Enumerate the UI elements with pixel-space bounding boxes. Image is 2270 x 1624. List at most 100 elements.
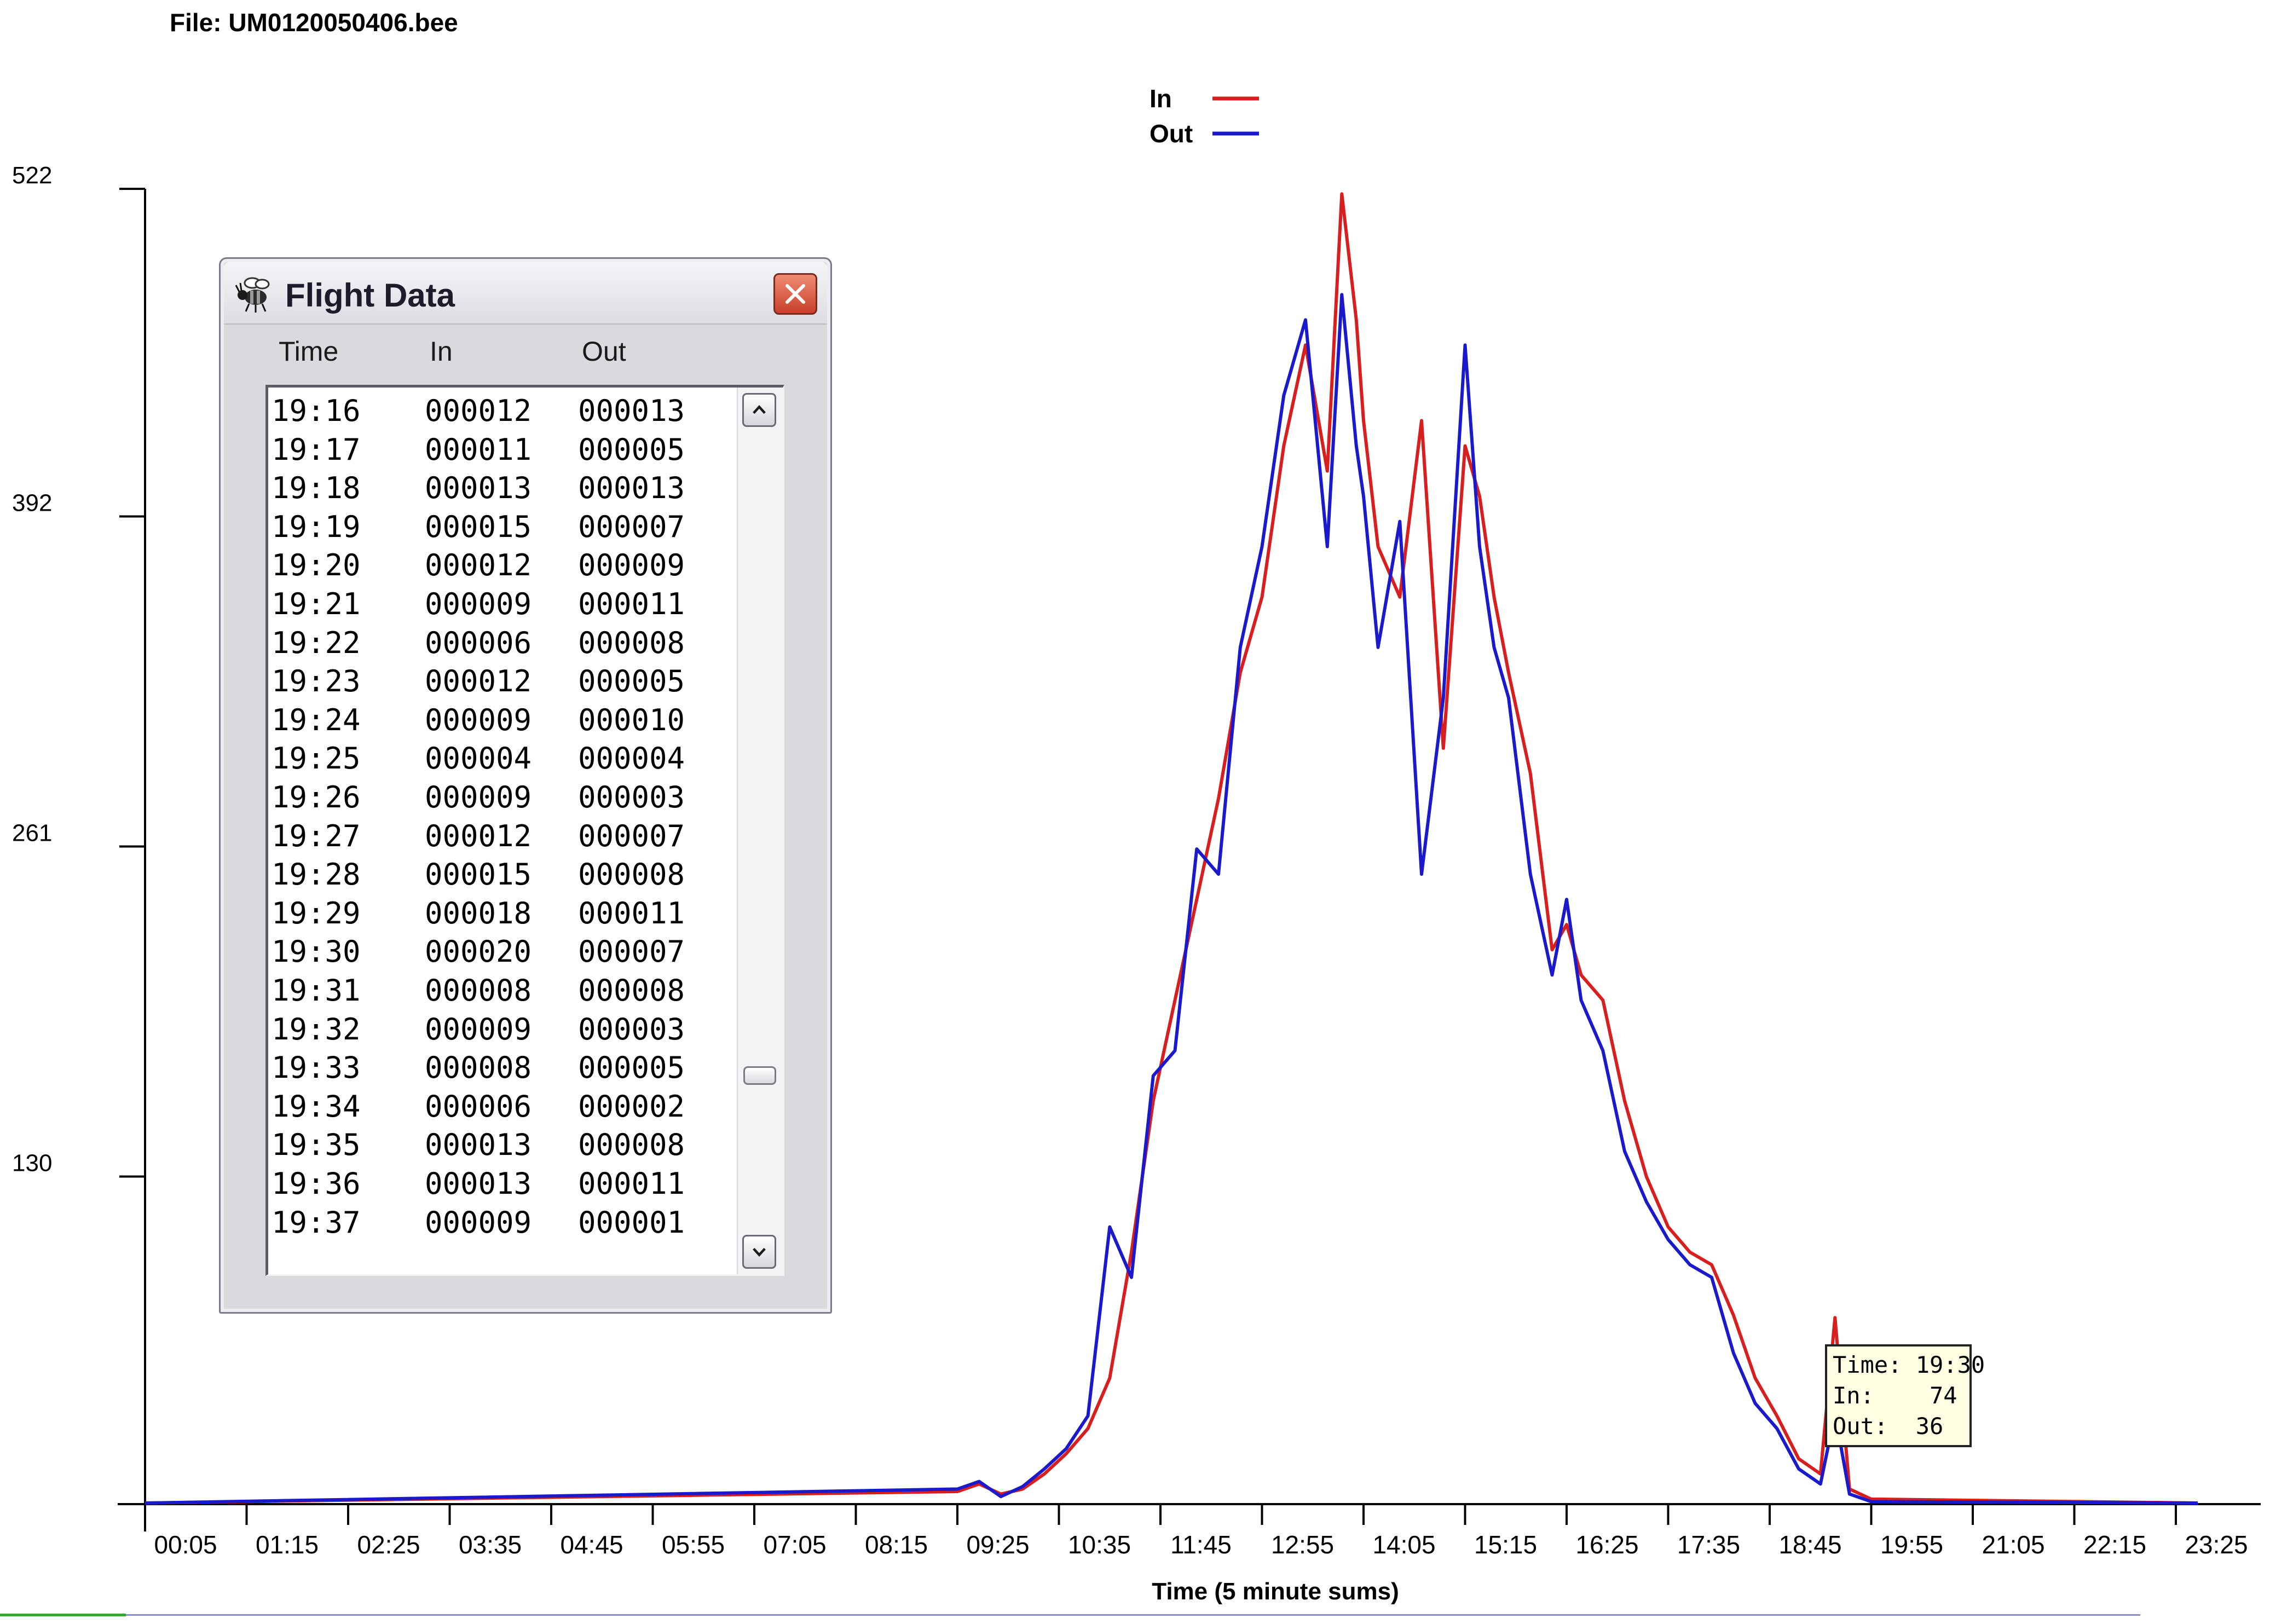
cell-out: 000001 [578, 1205, 685, 1240]
cell-in: 000009 [425, 587, 532, 621]
table-row[interactable]: 19:22 000006 000008 [268, 624, 733, 662]
table-row[interactable]: 19:30 000020 000007 [268, 933, 733, 971]
cell-in: 000013 [425, 1166, 532, 1201]
legend-label-out: Out [1150, 119, 1193, 148]
series-layer [145, 192, 2198, 1505]
tooltip-time: Time: 19:30 [1833, 1351, 1985, 1378]
cell-out: 000008 [578, 625, 685, 660]
x-tick-label: 02:25 [357, 1530, 420, 1559]
table-row[interactable]: 19:25 000004 000004 [268, 739, 733, 778]
y-axis-ticks: 130 261 392 522 [12, 162, 145, 1178]
cell-out: 000011 [578, 587, 685, 621]
cell-out: 000007 [578, 818, 685, 853]
cell-out: 000005 [578, 1050, 685, 1085]
y-tick-label: 392 [12, 489, 52, 516]
table-row[interactable]: 19:36 000013 000011 [268, 1165, 733, 1203]
table-row[interactable]: 19:19 000015 000007 [268, 508, 733, 546]
cell-in: 000009 [425, 1205, 532, 1240]
cell-time: 19:35 [272, 1128, 361, 1163]
x-tick-label: 08:15 [865, 1530, 928, 1559]
table-row[interactable]: 19:18 000013 000013 [268, 469, 733, 507]
x-tick-label: 01:15 [256, 1530, 319, 1559]
table-row[interactable]: 19:32 000009 000003 [268, 1010, 733, 1049]
cell-time: 19:31 [272, 973, 361, 1008]
table-row[interactable]: 19:28 000015 000008 [268, 856, 733, 894]
cell-time: 19:20 [272, 548, 361, 583]
cell-time: 19:23 [272, 664, 361, 699]
cell-out: 000005 [578, 432, 685, 467]
chart-axes [118, 189, 2261, 1531]
cell-time: 19:37 [272, 1205, 361, 1240]
cell-out: 000008 [578, 973, 685, 1008]
legend-label-in: In [1150, 84, 1172, 113]
legend: In Out [1150, 84, 1259, 148]
x-tick-label: 16:25 [1575, 1530, 1638, 1559]
cell-in: 000004 [425, 741, 532, 776]
scroll-down-button[interactable] [742, 1235, 776, 1269]
scroll-up-button[interactable] [742, 393, 776, 427]
table-row[interactable]: 19:35 000013 000008 [268, 1126, 733, 1164]
cell-time: 19:18 [272, 471, 361, 506]
x-tick-label: 07:05 [763, 1530, 826, 1559]
table-row[interactable]: 19:37 000009 000001 [268, 1204, 733, 1242]
vertical-scrollbar[interactable] [737, 388, 783, 1274]
cell-in: 000012 [425, 664, 532, 699]
column-header-out[interactable]: Out [582, 336, 626, 367]
tooltip-in: In: 74 [1833, 1382, 1957, 1409]
cell-out: 000009 [578, 548, 685, 583]
x-tick-label: 10:35 [1068, 1530, 1131, 1559]
x-tick-label: 17:35 [1677, 1530, 1740, 1559]
cell-time: 19:22 [272, 625, 361, 660]
flight-data-list[interactable]: 19:16 000012 000013 19:17 000011 000005 19:18 0… [265, 385, 784, 1276]
chevron-down-icon [753, 1247, 766, 1257]
x-tick-label: 03:35 [459, 1530, 522, 1559]
close-icon [785, 284, 805, 304]
table-row[interactable]: 19:34 000006 000002 [268, 1088, 733, 1126]
cell-out: 000005 [578, 664, 685, 699]
table-row[interactable]: 19:23 000012 000005 [268, 662, 733, 701]
cell-in: 000013 [425, 471, 532, 506]
y-tick-label: 130 [12, 1150, 52, 1177]
scroll-thumb[interactable] [743, 1066, 776, 1085]
column-header-time[interactable]: Time [279, 336, 339, 367]
file-label: File: UM0120050406.bee [170, 8, 458, 37]
cell-in: 000012 [425, 394, 532, 428]
cell-out: 000013 [578, 394, 685, 428]
y-tick-label: 261 [12, 820, 52, 847]
window-title: Flight Data [285, 277, 455, 314]
cell-in: 000018 [425, 895, 532, 931]
close-button[interactable] [773, 273, 817, 315]
bee-icon [234, 273, 275, 315]
table-row[interactable]: 19:21 000009 000011 [268, 585, 733, 623]
cell-in: 000020 [425, 934, 532, 969]
table-row[interactable]: 19:29 000018 000011 [268, 894, 733, 933]
table-row[interactable]: 19:27 000012 000007 [268, 817, 733, 856]
flight-data-window: Flight Data Time In Out 19:16 000012 00001… [219, 257, 832, 1314]
bottom-divider [126, 1614, 2140, 1616]
x-tick-label: 21:05 [1982, 1530, 2044, 1559]
x-axis-ticks: 00:05 01:15 02:25 03:35 04:45 05:55 07:05 08:15… [144, 1504, 2248, 1559]
bottom-status-stripe [0, 1614, 126, 1616]
x-tick-label: 23:25 [2185, 1530, 2248, 1559]
cell-in: 000012 [425, 818, 532, 853]
table-row[interactable]: 19:31 000008 000008 [268, 972, 733, 1010]
cell-out: 000008 [578, 857, 685, 892]
cell-in: 000013 [425, 1128, 532, 1163]
table-row[interactable]: 19:24 000009 000010 [268, 701, 733, 739]
cell-time: 19:28 [272, 857, 361, 892]
window-title-bar[interactable]: Flight Data [224, 262, 827, 325]
x-tick-label: 14:05 [1372, 1530, 1435, 1559]
table-row[interactable]: 19:26 000009 000003 [268, 778, 733, 817]
table-row[interactable]: 19:16 000012 000013 [268, 392, 733, 430]
cell-out: 000002 [578, 1089, 685, 1124]
table-row[interactable]: 19:33 000008 000005 [268, 1049, 733, 1087]
series-line-in [145, 192, 2198, 1505]
cell-time: 19:30 [272, 934, 361, 969]
column-header-in[interactable]: In [430, 336, 453, 367]
cell-in: 000008 [425, 1050, 532, 1085]
x-tick-label: 04:45 [560, 1530, 623, 1559]
cell-out: 000007 [578, 934, 685, 969]
table-row[interactable]: 19:20 000012 000009 [268, 546, 733, 585]
table-row[interactable]: 19:17 000011 000005 [268, 431, 733, 469]
x-tick-label: 00:05 [154, 1530, 217, 1559]
